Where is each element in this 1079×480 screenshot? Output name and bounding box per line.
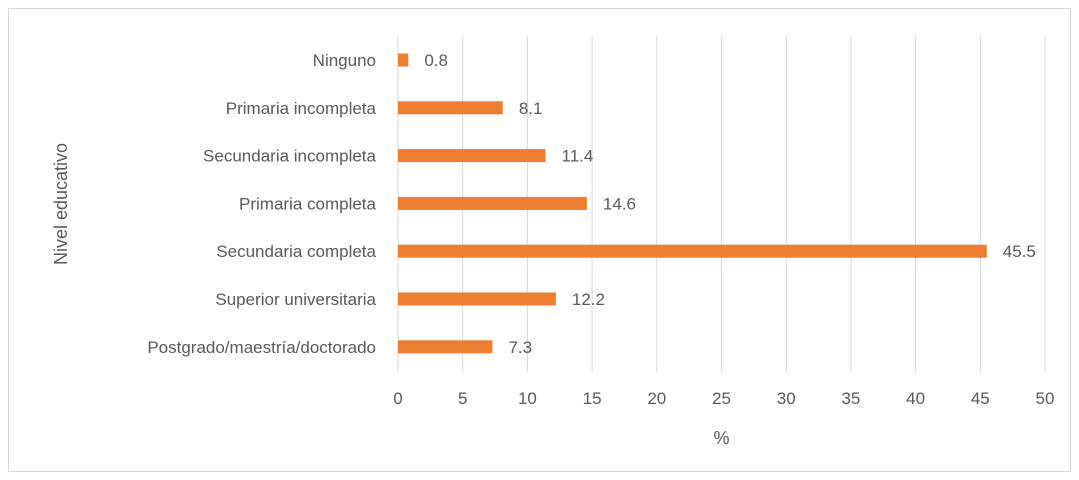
x-tick-label: 15 <box>583 389 602 408</box>
x-tick-label: 25 <box>712 389 731 408</box>
chart-frame <box>8 8 1071 472</box>
data-label: 7.3 <box>508 338 532 357</box>
data-label: 12.2 <box>572 290 605 309</box>
category-label: Secundaria completa <box>216 242 376 261</box>
data-label: 14.6 <box>603 194 636 213</box>
bar <box>398 292 556 306</box>
bar <box>398 101 503 115</box>
bar <box>398 244 987 258</box>
data-label: 45.5 <box>1003 242 1036 261</box>
gridlines <box>397 36 1046 372</box>
y-axis-title: Nivel educativo <box>51 143 71 265</box>
data-label: 11.4 <box>562 147 594 166</box>
category-label: Superior universitaria <box>215 290 376 309</box>
x-tick-label: 35 <box>841 389 860 408</box>
category-label: Secundaria incompleta <box>203 147 376 166</box>
x-axis-title: % <box>713 428 729 448</box>
x-tick-label: 10 <box>518 389 537 408</box>
bar <box>398 53 409 67</box>
x-tick-label: 40 <box>906 389 925 408</box>
x-tick-label: 50 <box>1036 389 1055 408</box>
x-tick-label: 5 <box>458 389 467 408</box>
bar <box>398 196 587 210</box>
x-tick-label: 0 <box>393 389 402 408</box>
category-label: Primaria incompleta <box>226 99 377 118</box>
category-label: Ninguno <box>313 51 376 70</box>
bars <box>398 53 987 354</box>
x-tick-label: 30 <box>777 389 796 408</box>
data-label: 8.1 <box>519 99 543 118</box>
bar <box>398 340 493 354</box>
data-label: 0.8 <box>424 51 448 70</box>
x-tick-label: 45 <box>971 389 990 408</box>
category-label: Primaria completa <box>239 194 377 213</box>
labels: 0 5 10 15 20 25 30 35 40 45 50 Ninguno 0.8 Primaria i… <box>147 51 1054 408</box>
bar <box>398 149 546 163</box>
category-label: Postgrado/maestría/doctorado <box>147 338 376 357</box>
x-tick-label: 20 <box>647 389 666 408</box>
